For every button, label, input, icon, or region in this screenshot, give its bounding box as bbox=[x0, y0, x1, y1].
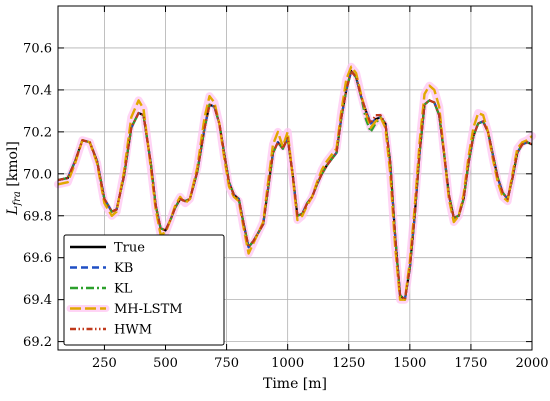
legend-label-mh-lstm: MH-LSTM bbox=[114, 302, 183, 317]
y-axis-label-subscript: fra bbox=[12, 191, 23, 206]
x-tick-label: 2000 bbox=[515, 356, 548, 371]
y-tick-label: 69.2 bbox=[23, 335, 52, 350]
legend-items: True KB KL MH-LSTM HWM bbox=[66, 241, 183, 338]
y-tick-label: 70.6 bbox=[23, 41, 52, 56]
y-tick-labels: 69.2 69.4 69.6 69.8 70.0 70.2 70.4 70.6 bbox=[23, 41, 52, 350]
y-tick-label: 69.4 bbox=[23, 293, 52, 308]
y-tick-label: 69.8 bbox=[23, 209, 52, 224]
x-tick-label: 1000 bbox=[271, 356, 304, 371]
legend-box bbox=[63, 234, 225, 346]
legend-label-kl: KL bbox=[114, 282, 133, 297]
x-tick-labels: 250 500 750 1000 1250 1500 1750 2000 bbox=[92, 356, 549, 371]
x-tick-label: 1750 bbox=[454, 356, 487, 371]
y-tick-label: 70.2 bbox=[23, 125, 52, 140]
legend: True KB KL MH-LSTM HWM bbox=[63, 234, 225, 346]
x-axis-label: Time [m] bbox=[263, 376, 327, 392]
legend-label-hwm: HWM bbox=[114, 323, 152, 338]
x-tick-label: 500 bbox=[153, 356, 178, 371]
y-tick-label: 69.6 bbox=[23, 251, 52, 266]
y-axis-label-unit: [kmol] bbox=[5, 141, 21, 191]
x-tick-label: 750 bbox=[214, 356, 239, 371]
plot-frame bbox=[57, 5, 533, 351]
x-tick-label: 250 bbox=[92, 356, 117, 371]
axis-ticks bbox=[58, 6, 533, 350]
x-tick-label: 1500 bbox=[393, 356, 426, 371]
series-line-hwm bbox=[57, 69, 533, 301]
y-tick-label: 70.0 bbox=[23, 167, 52, 182]
legend-label-true: True bbox=[114, 241, 145, 256]
legend-label-kb: KB bbox=[114, 261, 133, 276]
y-axis-label-main: L bbox=[5, 206, 21, 216]
y-axis-label: Lfra [kmol] bbox=[5, 141, 23, 216]
y-tick-label: 70.4 bbox=[23, 83, 52, 98]
x-tick-label: 1250 bbox=[332, 356, 365, 371]
series-lines bbox=[57, 65, 533, 301]
